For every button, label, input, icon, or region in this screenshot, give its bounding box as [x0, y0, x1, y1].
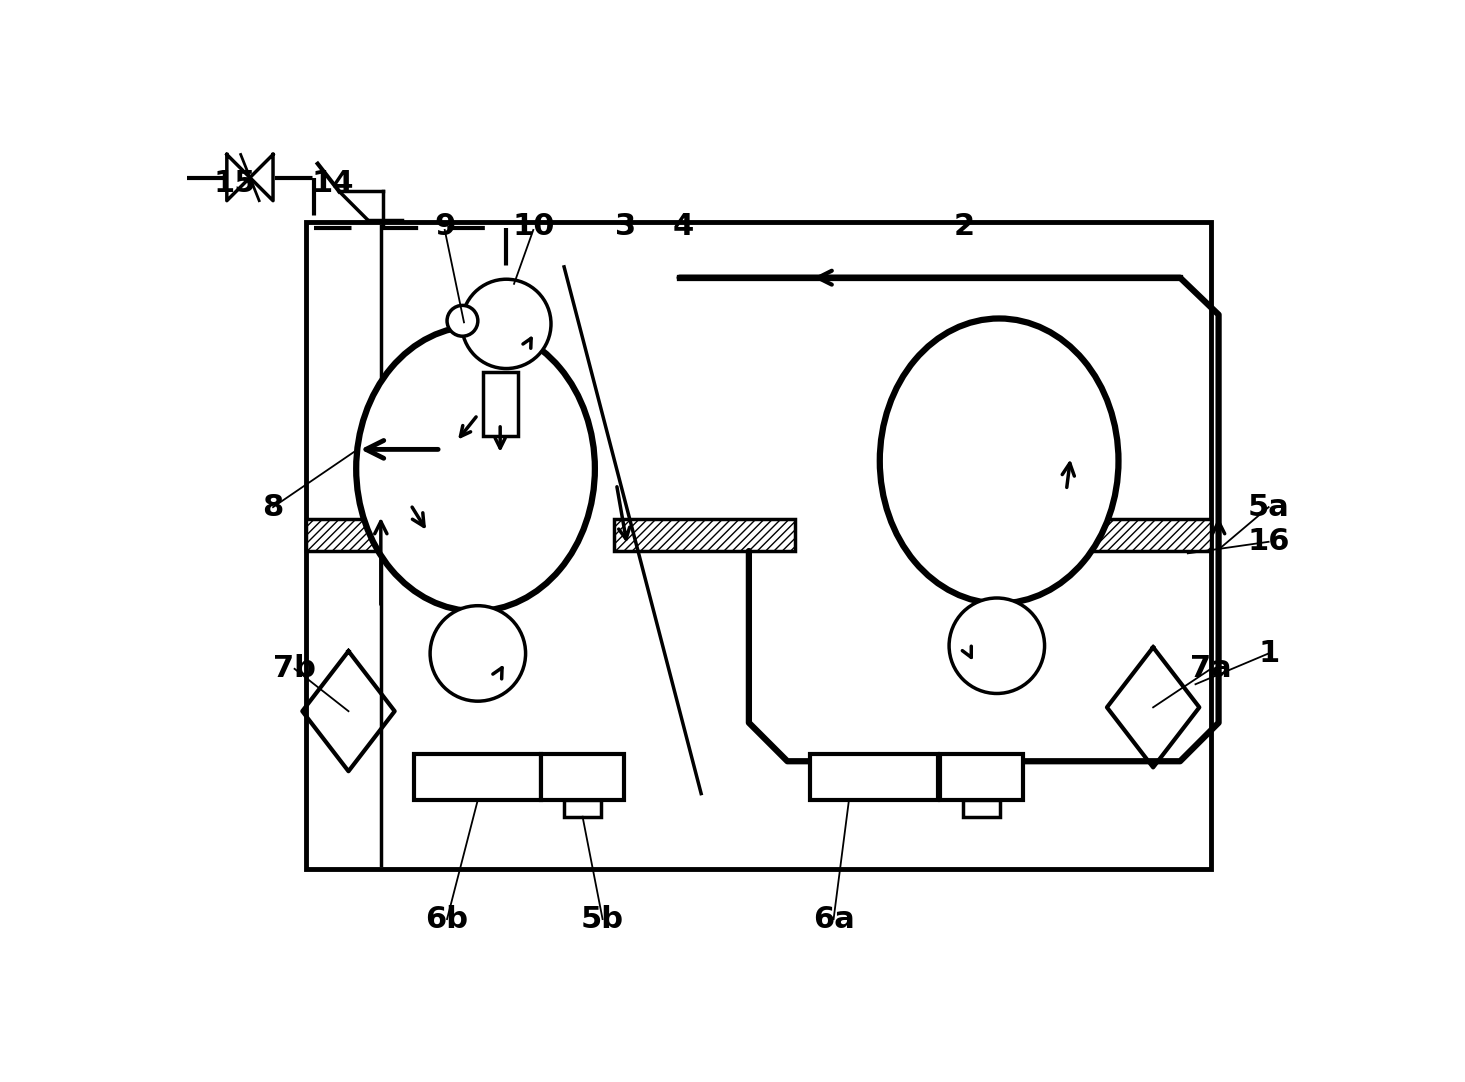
Text: 6a: 6a — [813, 905, 854, 934]
Circle shape — [949, 598, 1045, 694]
Text: 3: 3 — [615, 212, 636, 240]
Text: 1: 1 — [1258, 639, 1279, 668]
Text: 5b: 5b — [582, 905, 624, 934]
Text: 4: 4 — [672, 212, 694, 240]
Text: 5a: 5a — [1248, 492, 1289, 522]
Text: 15: 15 — [214, 169, 256, 198]
Text: 9: 9 — [434, 212, 456, 240]
Bar — [963, 800, 1001, 817]
Bar — [810, 753, 938, 800]
Text: 10: 10 — [513, 212, 555, 240]
Text: 6b: 6b — [425, 905, 469, 934]
Circle shape — [461, 279, 551, 369]
Circle shape — [431, 606, 526, 701]
Bar — [1084, 518, 1212, 551]
Bar — [941, 753, 1023, 800]
Text: 7a: 7a — [1190, 655, 1232, 684]
Text: 14: 14 — [312, 169, 355, 198]
Text: 2: 2 — [954, 212, 976, 240]
Bar — [306, 222, 1212, 869]
Bar — [306, 518, 448, 551]
Ellipse shape — [880, 318, 1118, 604]
Text: 8: 8 — [262, 492, 284, 522]
Bar — [483, 372, 519, 436]
Bar — [614, 518, 795, 551]
Bar — [541, 753, 624, 800]
Bar — [564, 800, 601, 817]
Text: 16: 16 — [1247, 527, 1289, 556]
Text: 7b: 7b — [272, 655, 316, 684]
Bar — [415, 753, 541, 800]
Circle shape — [447, 305, 478, 337]
Ellipse shape — [356, 326, 595, 611]
